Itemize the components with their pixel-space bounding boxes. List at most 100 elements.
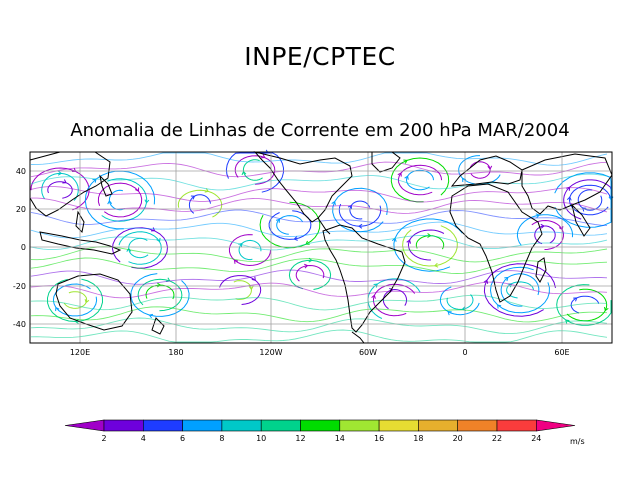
colorbar-tick-label: 12: [295, 434, 305, 443]
streamline-arrow: [134, 187, 140, 192]
map-title: Anomalia de Linhas de Corrente em 200 hP…: [70, 120, 570, 141]
colorbar-tick-label: 8: [219, 434, 224, 443]
colorbar-high-triangle: [535, 419, 576, 432]
colorbar-low-triangle: [64, 419, 105, 432]
axis-labels: 120E 180 120W 60W 0 60E 40 20 0 -20 -40: [13, 167, 570, 357]
streamline-arrow: [204, 188, 210, 193]
streamline: [30, 221, 608, 239]
streamline-arrow: [261, 154, 266, 159]
colorbar-tick-label: 18: [413, 434, 423, 443]
coastline-madagascar: [535, 257, 547, 283]
streamline-arrow: [397, 172, 402, 177]
streamline-arrow: [447, 311, 452, 316]
colorbar-segment: [260, 419, 301, 432]
colorbar-tick-label: 16: [374, 434, 384, 443]
streamline-arrow: [74, 318, 79, 324]
colorbar-tick-label: 2: [101, 434, 106, 443]
streamline-arrow: [504, 276, 509, 282]
colorbar-tick-label: 20: [453, 434, 463, 443]
streamline-arrow: [148, 313, 154, 319]
colorbar-segment: [143, 419, 183, 432]
streamline-arrow: [84, 298, 90, 304]
coastline-africa: [449, 183, 543, 303]
streamline-arrow: [251, 276, 256, 281]
streamline-arrow: [371, 294, 376, 299]
streamline-arrow: [358, 223, 363, 229]
streamline: [30, 281, 608, 299]
coastline-indonesia: [39, 231, 122, 255]
streamline-arrow: [248, 285, 254, 291]
streamline-arrow: [107, 200, 113, 205]
lat-label: 40: [16, 167, 26, 176]
streamline-arrow: [331, 200, 336, 206]
streamline-arrow: [190, 195, 196, 200]
streamline: [30, 257, 608, 274]
coastline-philippines: [75, 210, 85, 234]
colorbar-segment: [418, 419, 458, 432]
streamline-arrow: [404, 175, 409, 180]
streamline-arrow: [540, 223, 545, 229]
streamline: [30, 294, 608, 311]
colorbar-segment: [378, 419, 419, 432]
coastline-south-america: [322, 224, 406, 333]
streamline: [30, 306, 608, 323]
streamline-arrow: [403, 159, 408, 164]
streamline-arrow: [406, 239, 411, 244]
colorbar-segment: [496, 419, 537, 432]
streamline: [31, 197, 608, 214]
colorbar-tick-label: 24: [531, 434, 541, 443]
colorbar-segment: [182, 419, 223, 432]
streamline-arrow: [433, 262, 439, 268]
lat-label: 0: [21, 243, 26, 252]
streamline: [30, 209, 608, 226]
lon-label: 120W: [259, 348, 282, 357]
colorbar-tick-label: 4: [141, 434, 146, 443]
coastline-north-america: [253, 151, 353, 223]
coastline-europe: [450, 155, 523, 187]
gridlines: [30, 152, 612, 343]
lon-label: 180: [168, 348, 183, 357]
colorbar-segment: [339, 419, 380, 432]
streamline: [30, 161, 608, 178]
streamline-arrow: [535, 213, 541, 219]
lat-label: -40: [13, 320, 26, 329]
coastline-central-america: [317, 217, 331, 235]
coastline-antarctic-peninsula: [351, 331, 365, 344]
colorbar-segment: [457, 419, 498, 432]
streamline-arrow: [304, 263, 309, 269]
coastline-india: [571, 203, 591, 237]
streamline-arrow: [487, 165, 493, 171]
lat-label: -20: [13, 282, 26, 291]
streamline: [30, 186, 608, 203]
streamline-arrow: [275, 218, 281, 223]
streamline-arrow: [241, 170, 247, 176]
colorbar-tick-label: 10: [256, 434, 266, 443]
streamline-arrow: [62, 179, 67, 184]
streamline-arrow: [565, 319, 570, 324]
colorbar-unit: m/s: [570, 437, 585, 446]
colorbar-segment: [103, 419, 144, 432]
streamline-arrow: [566, 196, 572, 201]
streamline-arrow: [57, 170, 63, 176]
lon-label: 0: [462, 348, 467, 357]
map-frame: [29, 151, 613, 344]
streamline: [30, 329, 608, 343]
coastline-new-zealand: [151, 317, 165, 335]
streamline-arrow: [604, 306, 609, 312]
coastlines: [29, 151, 613, 344]
streamline-arrow: [55, 306, 60, 312]
streamline-arrow: [581, 207, 587, 212]
lon-label: 60E: [554, 348, 569, 357]
streamline: [30, 269, 608, 285]
organization-title: INPE/CPTEC: [244, 42, 396, 71]
streamline: [30, 246, 608, 263]
streamline-arrow: [497, 304, 502, 309]
colorbar-tick-label: 14: [335, 434, 345, 443]
lat-label: 20: [16, 205, 26, 214]
streamline-arrow: [573, 297, 578, 302]
coastline-australia: [55, 273, 133, 331]
lon-label: 120E: [70, 348, 90, 357]
streamline-arrow: [144, 199, 150, 204]
